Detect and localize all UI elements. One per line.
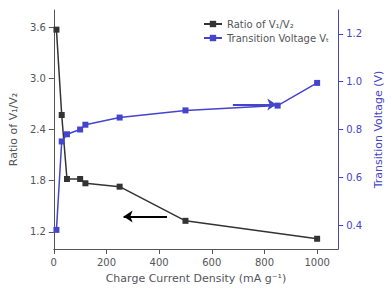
- svg-text:200: 200: [97, 257, 116, 268]
- svg-text:2.4: 2.4: [30, 124, 46, 135]
- svg-text:3.6: 3.6: [30, 22, 46, 33]
- svg-text:0.4: 0.4: [346, 220, 362, 231]
- svg-text:1.2: 1.2: [30, 226, 46, 237]
- svg-text:1.0: 1.0: [346, 76, 362, 87]
- svg-text:0: 0: [51, 257, 57, 268]
- svg-text:Transition Voltage Vₜ: Transition Voltage Vₜ: [226, 33, 329, 44]
- svg-text:0.6: 0.6: [346, 172, 362, 183]
- svg-text:600: 600: [202, 257, 221, 268]
- svg-text:1.2: 1.2: [346, 28, 362, 39]
- svg-text:Transition Voltage (V): Transition Voltage (V): [372, 71, 385, 190]
- svg-text:800: 800: [255, 257, 274, 268]
- svg-text:3.0: 3.0: [30, 73, 46, 84]
- svg-text:Ratio of V₁/V₂: Ratio of V₁/V₂: [227, 19, 294, 30]
- svg-text:0.8: 0.8: [346, 124, 362, 135]
- svg-text:1.8: 1.8: [30, 175, 46, 186]
- svg-text:1000: 1000: [304, 257, 329, 268]
- svg-text:Charge Current Density (mA g⁻¹: Charge Current Density (mA g⁻¹): [106, 272, 287, 285]
- svg-text:Ratio of V₁/V₂: Ratio of V₁/V₂: [7, 93, 20, 166]
- svg-text:400: 400: [150, 257, 169, 268]
